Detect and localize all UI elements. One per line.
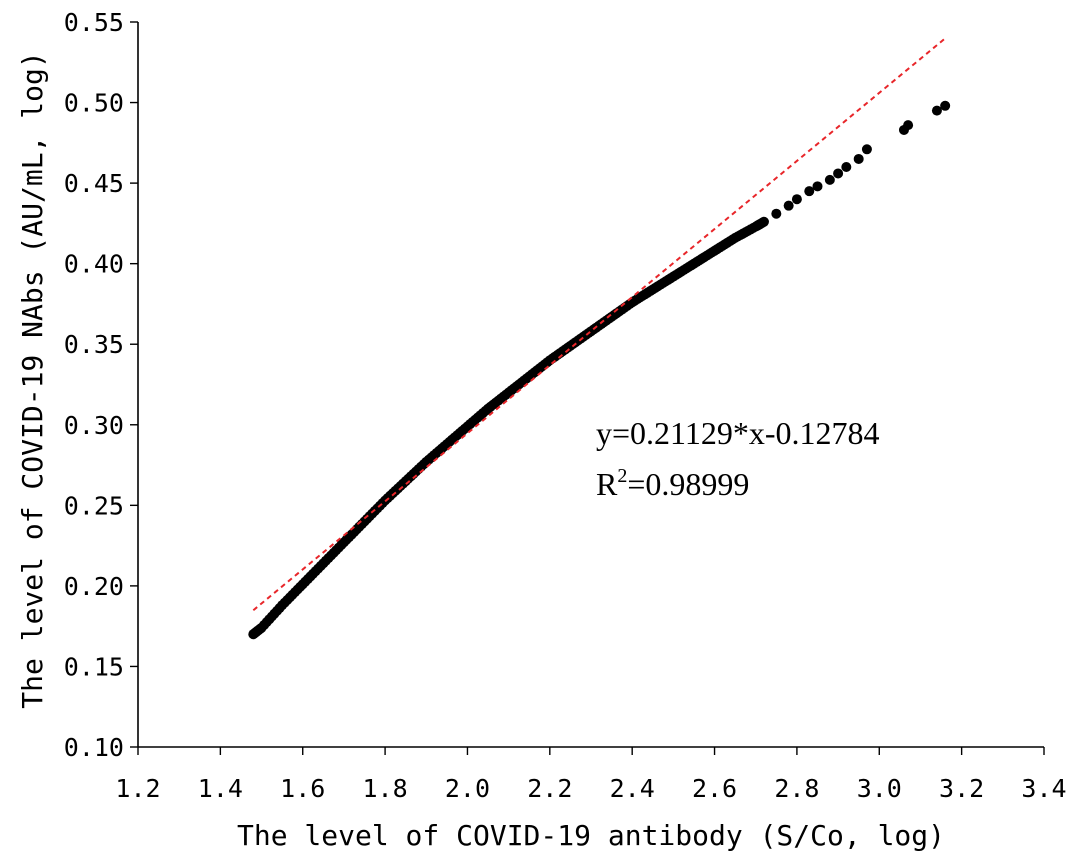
y-tick-label: 0.15 (64, 652, 124, 681)
x-tick-label: 2.6 (692, 774, 737, 803)
data-point (861, 144, 872, 155)
y-tick-label: 0.50 (64, 89, 124, 118)
data-point (903, 120, 914, 131)
x-axis-label: The level of COVID-19 antibody (S/Co, lo… (237, 819, 945, 852)
data-point (940, 100, 951, 111)
y-tick-label: 0.30 (64, 411, 124, 440)
y-tick-label: 0.45 (64, 169, 124, 198)
y-tick-label: 0.35 (64, 330, 124, 359)
r-squared-annotation: R2=0.98999 (596, 465, 749, 502)
x-tick-label: 1.4 (198, 774, 243, 803)
axes (137, 22, 1044, 748)
x-ticks: 1.2 1.4 1.6 1.8 2.0 2.2 2.4 2.6 2.8 3.0 3.2 3.4 (115, 747, 1067, 803)
fit-line (252, 37, 946, 612)
data-point (841, 162, 852, 172)
x-tick-label: 1.2 (115, 774, 160, 803)
r2-superscript: 2 (617, 465, 627, 487)
data-point (758, 216, 769, 227)
data-point (824, 174, 835, 185)
data-point (931, 105, 942, 116)
y-tick-label: 0.25 (64, 491, 124, 520)
x-tick-label: 2.4 (610, 774, 655, 803)
data-point (853, 153, 864, 164)
x-tick-label: 2.0 (445, 774, 490, 803)
y-tick-label: 0.40 (64, 250, 124, 279)
x-tick-label: 3.4 (1021, 774, 1066, 803)
data-point (791, 194, 802, 205)
data-point (771, 208, 782, 219)
y-tick-label: 0.55 (64, 8, 124, 37)
r2-value: =0.98999 (627, 466, 749, 502)
data-point (804, 186, 815, 197)
x-tick-label: 3.0 (857, 774, 902, 803)
data-point (812, 181, 823, 192)
x-tick-label: 2.2 (527, 774, 572, 803)
r2-prefix: R (596, 466, 618, 502)
data-point (833, 168, 844, 179)
y-tick-label: 0.20 (64, 572, 124, 601)
x-tick-label: 2.8 (774, 774, 819, 803)
y-tick-label: 0.10 (64, 733, 124, 762)
y-axis-label: The level of COVID-19 NAbs (AU/mL, log) (16, 51, 49, 708)
data-point (783, 200, 794, 211)
x-tick-label: 3.2 (939, 774, 984, 803)
x-tick-label: 1.8 (363, 774, 408, 803)
x-tick-label: 1.6 (280, 774, 325, 803)
y-ticks: 0.10 0.15 0.20 0.25 0.30 0.35 0.40 0.45 0.50 0.55 (64, 8, 138, 762)
regression-equation: y=0.21129*x-0.12784 (596, 415, 880, 451)
data-points (248, 100, 951, 640)
